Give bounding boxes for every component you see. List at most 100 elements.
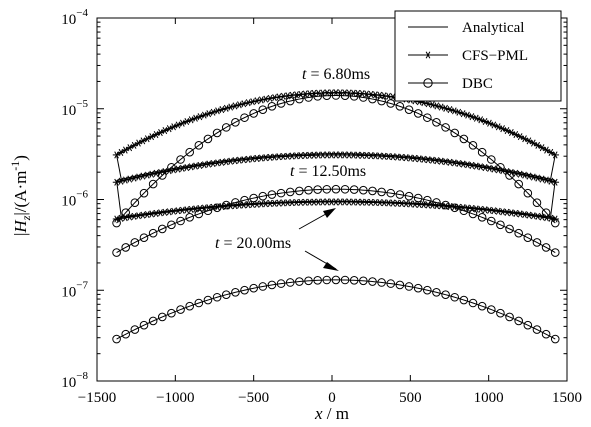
data-point-circle xyxy=(359,276,368,286)
data-point-circle xyxy=(322,184,332,194)
x-tick-label: −500 xyxy=(238,390,269,406)
data-point-circle xyxy=(368,186,377,196)
data-point-asterisk xyxy=(226,103,235,111)
data-point-circle xyxy=(486,155,496,164)
data-point-asterisk xyxy=(494,207,503,215)
data-point-asterisk xyxy=(152,169,160,177)
data-point-asterisk xyxy=(130,174,138,182)
data-point-circle xyxy=(486,305,496,314)
series-cfs-pml-6-80ms xyxy=(112,89,560,159)
data-point-circle xyxy=(276,99,286,108)
data-point-asterisk xyxy=(538,213,546,221)
data-point-asterisk xyxy=(446,158,454,166)
data-point-asterisk xyxy=(428,101,437,109)
data-point-circle xyxy=(231,288,240,297)
data-point-asterisk xyxy=(424,100,432,108)
data-point-circle xyxy=(276,279,286,288)
data-point-asterisk xyxy=(511,169,520,177)
data-point-circle xyxy=(423,113,432,122)
data-point-circle xyxy=(459,134,469,144)
arrow-20-00 xyxy=(304,250,339,271)
legend-label: CFS−PML xyxy=(462,48,528,64)
data-point-asterisk xyxy=(240,100,248,108)
data-point-circle xyxy=(459,295,469,305)
data-point-circle xyxy=(450,292,460,302)
data-point-circle xyxy=(441,123,450,132)
data-point-asterisk xyxy=(200,111,209,119)
legend: Analytical CFS−PML DBC xyxy=(394,10,562,102)
data-point-circle xyxy=(514,316,523,326)
data-point-circle xyxy=(185,147,194,157)
data-point-asterisk xyxy=(248,98,257,106)
data-point-circle xyxy=(368,94,377,104)
data-point-asterisk xyxy=(459,160,467,168)
data-point-circle xyxy=(340,91,350,101)
data-point-circle xyxy=(313,185,322,194)
data-point-asterisk xyxy=(503,167,511,176)
data-point-circle xyxy=(486,216,496,226)
annotation-t-20-00: t = 20.00ms xyxy=(215,235,291,252)
series-dbc-20-00ms xyxy=(112,275,560,344)
data-point-asterisk xyxy=(152,209,160,217)
data-point-circle xyxy=(477,147,487,157)
data-point-asterisk xyxy=(204,160,213,168)
data-point-asterisk xyxy=(187,116,195,124)
data-point-asterisk xyxy=(121,214,130,222)
data-point-asterisk xyxy=(125,175,134,183)
data-point-circle xyxy=(413,109,423,118)
series-dbc-12-50ms xyxy=(112,184,560,257)
data-point-asterisk xyxy=(143,210,152,219)
data-point-circle xyxy=(176,305,185,314)
data-point-asterisk xyxy=(533,174,542,182)
legend-entry-cfs-pml: CFS−PML xyxy=(408,48,528,64)
data-point-circle xyxy=(386,188,396,198)
data-point-asterisk xyxy=(384,92,393,100)
data-point-circle xyxy=(349,92,359,101)
data-point-asterisk xyxy=(437,103,445,111)
data-point-circle xyxy=(386,279,396,288)
data-point-asterisk xyxy=(380,92,388,100)
data-point-asterisk xyxy=(463,161,472,169)
data-point-circle xyxy=(249,283,258,293)
data-point-asterisk xyxy=(200,161,209,169)
data-point-asterisk xyxy=(275,93,283,101)
data-point-circle xyxy=(331,275,341,285)
data-point-circle xyxy=(505,312,514,322)
data-point-asterisk xyxy=(538,175,546,183)
data-point-asterisk xyxy=(542,176,551,184)
data-point-circle xyxy=(304,276,313,286)
data-point-asterisk xyxy=(134,173,143,181)
data-point-asterisk xyxy=(178,164,187,172)
data-point-circle xyxy=(285,187,295,197)
data-point-asterisk xyxy=(529,212,538,220)
data-point-asterisk xyxy=(117,177,125,185)
data-point-circle xyxy=(331,184,341,194)
series-analytical-12-50ms xyxy=(116,153,556,181)
data-point-asterisk xyxy=(525,211,533,219)
data-point-asterisk xyxy=(257,96,266,104)
data-point-circle xyxy=(212,292,222,302)
data-point-asterisk xyxy=(222,158,231,166)
data-point-circle xyxy=(157,224,167,234)
data-point-circle xyxy=(194,141,204,150)
data-point-circle xyxy=(203,295,213,305)
data-point-asterisk xyxy=(147,210,156,218)
data-point-asterisk xyxy=(253,97,261,105)
data-point-asterisk xyxy=(441,104,450,112)
x-tick-label: 1000 xyxy=(474,390,504,406)
data-point-circle xyxy=(176,216,185,226)
data-point-asterisk xyxy=(507,168,516,176)
data-point-circle xyxy=(148,316,158,326)
data-point-circle xyxy=(514,179,523,189)
data-point-circle xyxy=(349,276,359,285)
data-point-asterisk xyxy=(169,166,178,174)
edge-connector xyxy=(116,154,122,180)
data-point-asterisk xyxy=(520,171,529,179)
legend-entry-dbc: DBC xyxy=(408,76,493,92)
data-point-circle xyxy=(148,228,158,238)
data-point-asterisk xyxy=(463,111,472,119)
data-point-circle xyxy=(130,198,140,207)
data-point-asterisk xyxy=(424,51,432,59)
annotation-t-6-80: t = 6.80ms xyxy=(302,66,370,83)
data-point-circle xyxy=(121,329,131,339)
